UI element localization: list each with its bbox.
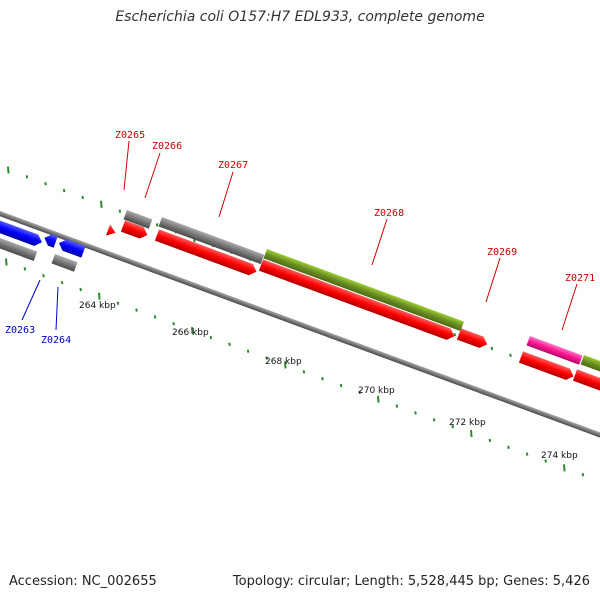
minor-tick <box>525 452 529 456</box>
gene-Z0264-gray-bar <box>51 254 78 272</box>
gene-Z0268-arrow <box>258 259 455 340</box>
minor-tick <box>453 332 456 337</box>
gene-Z0264-blue-arrow <box>59 239 86 258</box>
minor-tick <box>153 315 157 319</box>
leader-lines <box>21 140 578 331</box>
major-tick <box>98 292 101 300</box>
minor-tick <box>228 342 231 347</box>
minor-tick <box>507 445 510 449</box>
minor-tick <box>79 287 82 292</box>
accession-text: Accession: NC_002655 <box>9 574 157 589</box>
gene-Z0263-gray-bar <box>0 236 38 261</box>
inner-tick-row <box>5 258 585 477</box>
minor-tick <box>62 188 66 193</box>
minor-tick <box>509 353 512 357</box>
kbp-label-272: 272 kbp <box>449 418 486 428</box>
minor-tick <box>490 346 494 351</box>
gene-label-Z0265: Z0265 <box>115 130 145 141</box>
gene-Z0271-arrow <box>518 351 574 380</box>
kbp-label-268: 268 kbp <box>265 357 302 367</box>
gene-label-Z0267: Z0267 <box>218 160 248 171</box>
major-tick <box>470 429 473 438</box>
minor-tick <box>25 175 29 179</box>
minor-tick <box>432 418 436 422</box>
minor-tick <box>488 438 492 443</box>
minor-tick <box>209 335 213 340</box>
minor-tick <box>116 301 120 305</box>
minor-tick <box>581 473 585 477</box>
gene-small-blue-arrow <box>44 234 58 248</box>
kbp-label-266: 266 kbp <box>172 328 209 338</box>
gene-Z0266-arrow <box>120 220 148 239</box>
minor-tick <box>60 280 64 285</box>
gene-Z0268-green-bar <box>263 249 465 332</box>
minor-tick <box>172 322 175 326</box>
minor-tick <box>44 182 47 186</box>
backbone <box>0 207 600 455</box>
gene-Z0267-gray-bar <box>158 217 265 265</box>
minor-tick <box>23 267 27 271</box>
major-tick <box>7 166 10 174</box>
gene-label-Z0264: Z0264 <box>41 335 71 346</box>
major-tick <box>100 200 103 208</box>
gene-label-Z0268: Z0268 <box>374 208 404 219</box>
minor-tick <box>339 383 343 388</box>
gene-label-Z0266: Z0266 <box>152 141 182 152</box>
minor-tick <box>81 195 84 200</box>
major-tick <box>563 464 566 472</box>
topology-text: Topology: circular; Length: 5,528,445 bp… <box>232 574 590 589</box>
kbp-label-270: 270 kbp <box>358 386 395 396</box>
gene-Z0263-arrow <box>0 219 42 246</box>
minor-tick <box>42 274 45 278</box>
minor-tick <box>451 424 454 429</box>
major-tick <box>377 395 380 403</box>
minor-tick <box>118 209 122 213</box>
gene-Z0267-arrow <box>154 229 257 276</box>
minor-tick <box>135 308 138 312</box>
major-tick <box>191 327 194 335</box>
gene-next-red-arrow <box>572 369 600 395</box>
gene-Z0265-arrow <box>105 224 116 236</box>
gene-label-Z0269: Z0269 <box>487 247 517 258</box>
minor-tick <box>321 376 324 381</box>
gene-next-green-bar <box>580 355 600 379</box>
kbp-label-264: 264 kbp <box>79 301 116 311</box>
minor-tick <box>246 349 250 353</box>
minor-tick <box>395 404 399 408</box>
gene-Z0266-gray-bar <box>123 210 153 229</box>
minor-tick <box>302 370 306 374</box>
gene-Z0269-arrow <box>456 328 488 348</box>
minor-tick <box>544 459 547 463</box>
major-tick <box>284 361 287 369</box>
gene-label-Z0271: Z0271 <box>565 273 595 284</box>
minor-tick <box>265 356 268 360</box>
major-tick <box>5 258 8 266</box>
minor-tick <box>414 411 417 415</box>
gene-Z0271-magenta-bar <box>526 336 583 365</box>
minor-tick <box>155 223 159 227</box>
kbp-label-274: 274 kbp <box>541 451 578 461</box>
gene-label-Z0263: Z0263 <box>5 325 35 336</box>
map-title: Escherichia coli O157:H7 EDL933, complet… <box>115 9 485 25</box>
minor-tick <box>358 390 361 395</box>
